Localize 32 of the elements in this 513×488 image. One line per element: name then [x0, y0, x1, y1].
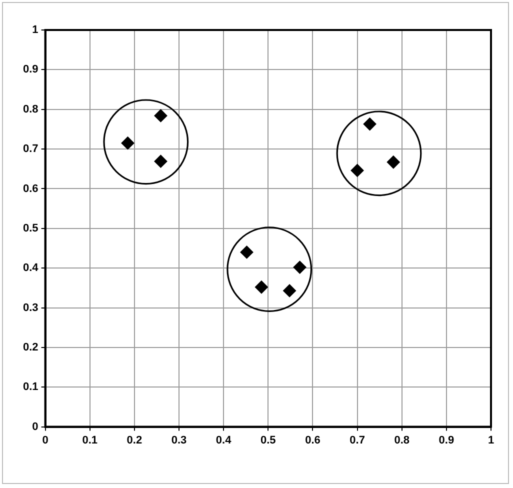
x-tick-label: 0.3	[171, 434, 187, 446]
point	[121, 136, 134, 150]
x-tick-label: 0.7	[350, 434, 365, 446]
y-tick-label: 0.1	[22, 381, 38, 394]
point	[254, 280, 268, 294]
y-tick-label: 0.3	[22, 302, 38, 314]
y-tick-label: 0.7	[22, 143, 38, 156]
point	[240, 246, 254, 259]
x-tick-label: 0	[42, 434, 48, 446]
point	[154, 109, 168, 122]
point	[293, 260, 306, 274]
point	[386, 156, 400, 169]
x-tick-label: 0.9	[438, 434, 454, 446]
y-tick-label: 0.8	[22, 103, 38, 116]
x-tick-label: 0.5	[260, 434, 276, 446]
point	[350, 164, 364, 177]
y-tick-label: 0	[32, 420, 38, 433]
y-tick-label: 0.6	[22, 182, 38, 195]
y-tick-label: 0.9	[22, 64, 38, 76]
y-tick-label: 0.5	[22, 222, 38, 234]
x-tick-label: 0.4	[216, 434, 232, 446]
y-tick-label: 1	[32, 24, 38, 36]
x-tick-label: 0.8	[394, 434, 410, 446]
x-tick-label: 1	[488, 434, 494, 446]
x-tick-label: 0.6	[305, 434, 320, 446]
point	[154, 154, 168, 168]
x-tick-label: 0.2	[126, 434, 142, 446]
y-tick-label: 0.4	[22, 262, 40, 274]
point	[283, 284, 296, 298]
y-tick-label: 0.2	[22, 341, 38, 354]
x-tick-label: 0.1	[82, 434, 98, 446]
point	[363, 118, 376, 131]
